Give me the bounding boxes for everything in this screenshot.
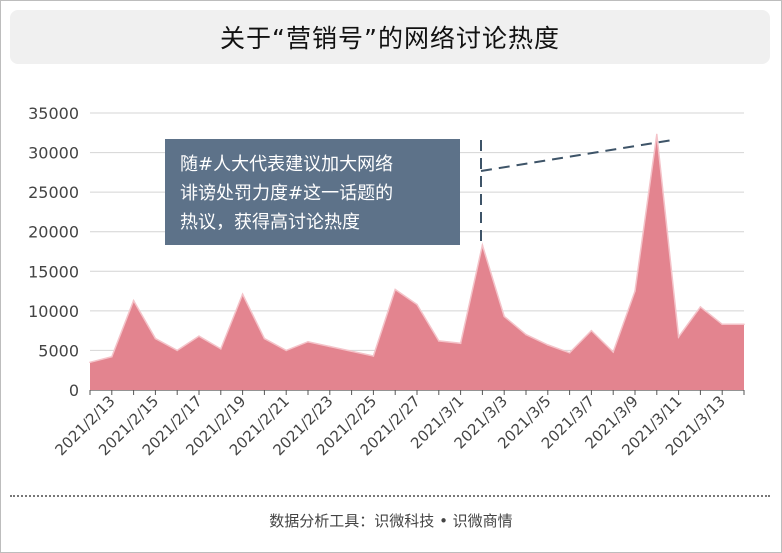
data-point — [198, 335, 200, 337]
data-point — [634, 290, 636, 292]
data-point — [111, 355, 113, 358]
data-point — [241, 293, 244, 296]
y-tick-label: 30000 — [28, 144, 79, 163]
data-point — [394, 288, 397, 291]
data-point — [525, 333, 527, 336]
y-axis: 0 5000 10000 15000 20000 25000 30000 35000 — [28, 104, 79, 400]
x-axis: 2021/2/132021/2/152021/2/172021/2/192021… — [52, 390, 745, 459]
data-point — [176, 349, 178, 352]
data-point — [263, 337, 266, 340]
data-point — [350, 350, 353, 353]
data-point — [329, 345, 331, 348]
data-point — [481, 244, 484, 246]
y-tick-label: 10000 — [28, 302, 79, 321]
data-point — [132, 299, 135, 302]
data-point — [285, 349, 288, 352]
y-tick-label: 35000 — [28, 104, 79, 123]
footer-source: 数据分析工具：识微科技 • 识微商情 — [269, 512, 513, 530]
annotation-text-line: 热议，获得高讨论热度 — [180, 212, 360, 233]
data-point — [677, 336, 680, 338]
data-point — [220, 348, 222, 350]
area-fill — [90, 134, 744, 390]
footer-divider — [10, 495, 770, 497]
data-point — [154, 337, 157, 340]
data-point — [721, 323, 723, 326]
data-point — [656, 133, 658, 136]
data-point — [416, 303, 418, 306]
chart-title: 关于“营销号”的网络讨论热度 — [10, 10, 770, 64]
y-tick-label: 25000 — [28, 183, 79, 202]
y-tick-label: 5000 — [38, 341, 79, 360]
area-series — [89, 133, 745, 390]
data-point — [503, 315, 506, 318]
annotation-leader-line — [480, 139, 673, 172]
y-tick-label: 15000 — [28, 262, 79, 281]
data-point — [438, 340, 440, 342]
y-tick-label: 20000 — [28, 223, 79, 242]
data-point — [612, 351, 614, 353]
data-point — [590, 329, 593, 332]
annotation-text-line: 随#人大代表建议加大网络 — [180, 154, 393, 175]
data-point — [372, 355, 375, 357]
data-point — [307, 340, 309, 343]
data-point — [699, 306, 702, 308]
data-point — [743, 323, 745, 326]
data-point — [568, 352, 571, 354]
data-point — [547, 344, 549, 346]
data-point — [89, 361, 91, 364]
y-tick-label: 0 — [69, 381, 79, 400]
data-point — [459, 342, 462, 345]
annotation-text-line: 诽谤处罚力度#这一话题的 — [180, 183, 393, 204]
annotation-box — [165, 139, 460, 245]
